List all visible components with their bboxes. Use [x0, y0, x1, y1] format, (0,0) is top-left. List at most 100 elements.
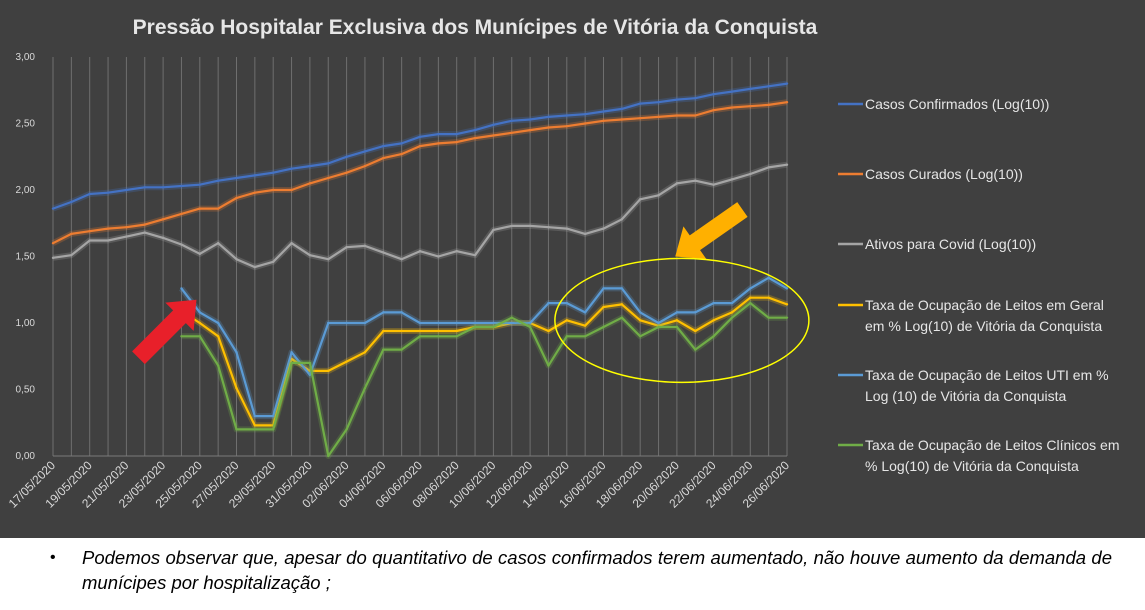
data-point: [272, 260, 275, 264]
data-point: [437, 335, 440, 338]
data-point: [730, 316, 734, 319]
data-point: [602, 325, 605, 329]
data-point: [694, 97, 697, 100]
data-point: [70, 200, 73, 204]
data-point: [785, 101, 789, 104]
data-point: [565, 335, 568, 338]
data-point: [455, 329, 458, 333]
data-point: [180, 335, 183, 338]
series-line: [180, 296, 788, 427]
data-point: [565, 301, 568, 305]
chart-title: Pressão Hospitalar Exclusiva dos Munícip…: [133, 16, 818, 39]
data-point: [308, 253, 312, 257]
data-point: [730, 311, 734, 314]
data-point: [437, 142, 440, 145]
data-point: [620, 107, 624, 111]
data-point: [363, 321, 367, 325]
data-point: [88, 239, 91, 242]
data-point: [583, 335, 587, 338]
legend-item: Taxa de Ocupação de Leitos Clínicos em % …: [838, 437, 1119, 474]
chart-legend: Casos Confirmados (Log(10)) Casos Curado…: [838, 96, 1119, 474]
data-point: [712, 335, 715, 338]
data-point: [565, 114, 568, 117]
data-point: [143, 231, 146, 234]
y-tick-label: 0,50: [16, 385, 36, 396]
y-tick-label: 1,00: [16, 318, 36, 329]
data-point: [528, 321, 532, 325]
data-point: [106, 239, 110, 242]
data-point: [198, 183, 201, 186]
data-point: [125, 226, 128, 229]
data-point: [235, 351, 238, 354]
data-point: [418, 329, 422, 333]
legend-label: em % Log(10) de Vitória da Conquista: [865, 318, 1102, 334]
data-point: [363, 244, 367, 248]
data-point: [473, 128, 477, 132]
data-point: [437, 329, 440, 333]
data-point: [88, 230, 91, 233]
data-point: [437, 132, 440, 136]
data-point: [400, 329, 403, 333]
data-point: [565, 124, 568, 128]
data-point: [675, 182, 679, 185]
y-tick-label: 3,00: [16, 52, 36, 63]
data-point: [712, 109, 715, 112]
data-point: [675, 98, 679, 101]
data-point: [528, 325, 532, 329]
data-point: [639, 335, 642, 338]
data-point: [749, 105, 752, 108]
data-point: [694, 311, 697, 314]
data-point: [749, 296, 752, 299]
data-point: [198, 335, 201, 338]
data-point: [216, 364, 220, 367]
legend-item: Taxa de Ocupação de Leitos UTI em % Log (…: [838, 367, 1109, 404]
data-point: [382, 144, 385, 148]
data-point: [657, 325, 660, 329]
data-point: [547, 226, 550, 229]
data-point: [51, 242, 55, 245]
data-point: [437, 255, 440, 258]
red-arrow: [132, 299, 197, 365]
data-point: [492, 123, 495, 127]
data-point: [767, 276, 770, 279]
data-point: [639, 198, 642, 201]
data-point: [180, 184, 183, 188]
data-point: [290, 351, 293, 354]
data-point: [272, 188, 275, 192]
data-point: [161, 218, 165, 221]
data-point: [327, 257, 330, 261]
chart-series: [51, 80, 789, 459]
data-point: [327, 369, 330, 373]
data-point: [620, 316, 624, 319]
data-point: [730, 301, 734, 305]
y-axis-ticks: 0,00 0,50 1,00 1,50 2,00 2,50 3,00: [16, 52, 36, 462]
data-point: [272, 428, 275, 431]
data-point: [400, 152, 403, 156]
data-point: [785, 303, 789, 306]
data-point: [345, 171, 348, 174]
data-point: [198, 207, 201, 210]
data-point: [675, 325, 679, 329]
data-point: [143, 223, 146, 226]
data-point: [565, 227, 568, 230]
data-point: [785, 316, 789, 319]
legend-item: Casos Curados (Log(10)): [838, 166, 1023, 182]
data-point: [547, 115, 550, 119]
orange-arrow: [675, 202, 748, 260]
data-point: [602, 305, 605, 309]
data-point: [272, 414, 275, 418]
series-glow: [179, 294, 789, 429]
legend-item: Ativos para Covid (Log(10)): [838, 236, 1036, 252]
data-point: [657, 101, 660, 104]
data-point: [290, 361, 293, 365]
data-point: [785, 287, 789, 290]
data-point: [253, 428, 257, 431]
data-point: [657, 321, 660, 325]
data-point: [308, 164, 312, 168]
data-point: [106, 227, 110, 230]
data-point: [327, 162, 330, 165]
data-point: [583, 232, 587, 236]
series-line: [181, 302, 787, 458]
caption-text: Podemos observar que, apesar do quantita…: [82, 547, 1112, 593]
data-point: [620, 118, 624, 121]
